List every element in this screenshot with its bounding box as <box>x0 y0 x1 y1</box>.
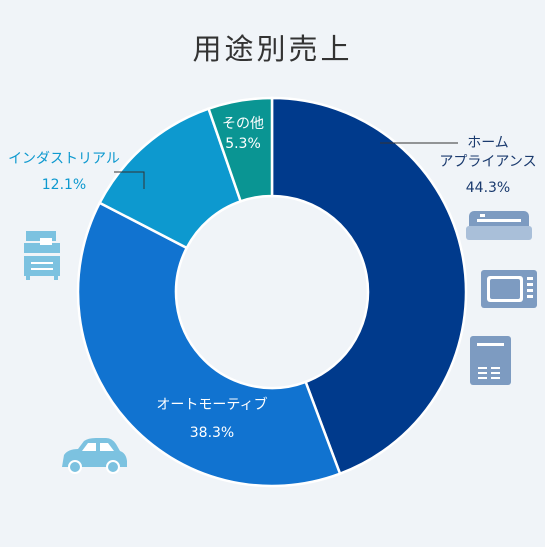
slice-label-text: アプライアンス <box>439 154 536 170</box>
slice-value-label: 5.3% <box>225 136 261 152</box>
slice-label-text: ホーム <box>467 135 509 151</box>
slice-label-1: オートモーティブ 38.3% <box>156 396 267 441</box>
car-icon <box>62 438 127 474</box>
slice-3 <box>206 96 274 203</box>
slice-value-label: 38.3% <box>190 425 234 441</box>
slice-label-text: インダストリアル <box>8 151 120 167</box>
slice-0 <box>270 96 468 476</box>
copier-icon <box>24 231 60 280</box>
slice-label-2: インダストリアル 12.1% <box>8 151 120 193</box>
chart-title: 用途別売上 <box>192 32 353 66</box>
slice-1 <box>76 201 342 488</box>
slice-label-text: オートモーティブ <box>156 396 267 413</box>
slice-value-label: 12.1% <box>42 177 86 193</box>
slice-label-text: その他 <box>222 116 264 132</box>
slice-label-3: その他 5.3% <box>222 116 264 152</box>
microwave-icon <box>481 270 537 308</box>
refrigerator-icon <box>470 336 511 385</box>
slice-value-label: 44.3% <box>466 180 510 196</box>
leader-line-2 <box>114 171 145 189</box>
toaster-icon <box>466 211 532 240</box>
